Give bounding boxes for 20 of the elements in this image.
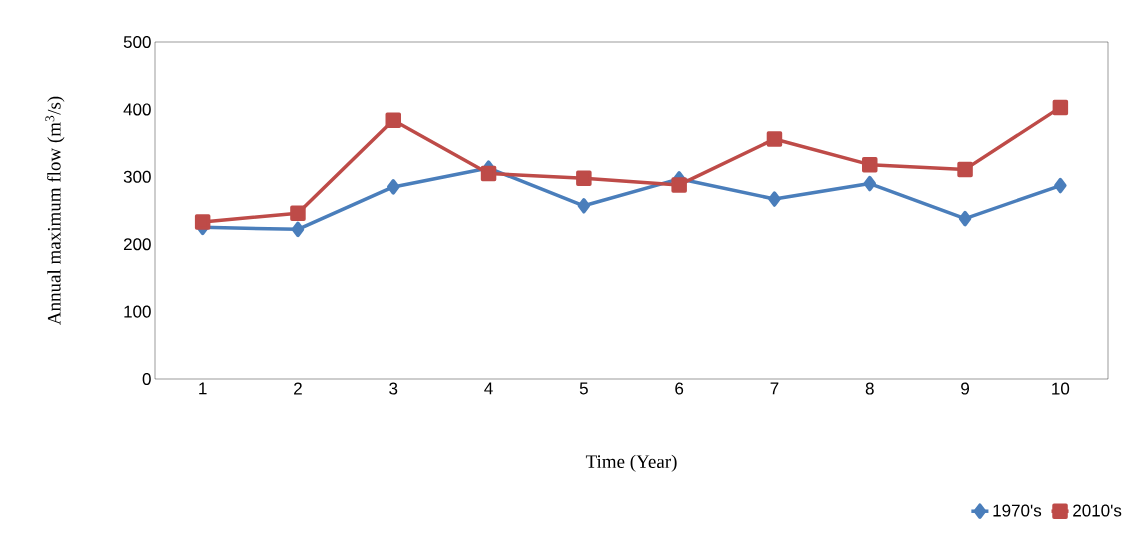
- y-tick-label: 0: [142, 372, 151, 386]
- y-tick-label: 300: [123, 170, 151, 183]
- x-tick-label: 3: [389, 382, 398, 395]
- y-tick-label: 200: [123, 238, 151, 251]
- x-tick-label: 4: [484, 382, 493, 395]
- x-tick-label: 9: [961, 382, 969, 395]
- x-tick-label: 5: [579, 382, 588, 395]
- y-axis-title: Annual maximum flow (m$^{3}$/s): [45, 96, 65, 325]
- x-tick-label: 2: [294, 382, 302, 395]
- legend-label: 1970's: [993, 504, 1042, 517]
- x-tick-label: 7: [770, 382, 779, 395]
- x-tick-label: 1: [199, 382, 207, 395]
- x-tick-label: 6: [675, 382, 684, 395]
- x-tick-label: 10: [1052, 382, 1070, 395]
- y-tick-label: 500: [123, 35, 151, 49]
- y-tick-label: 100: [124, 305, 151, 318]
- x-axis-title: Time (Year): [585, 454, 677, 472]
- x-tick-label: 8: [865, 382, 874, 395]
- legend-label: 2010's: [1073, 504, 1122, 517]
- y-tick-label: 400: [123, 103, 151, 116]
